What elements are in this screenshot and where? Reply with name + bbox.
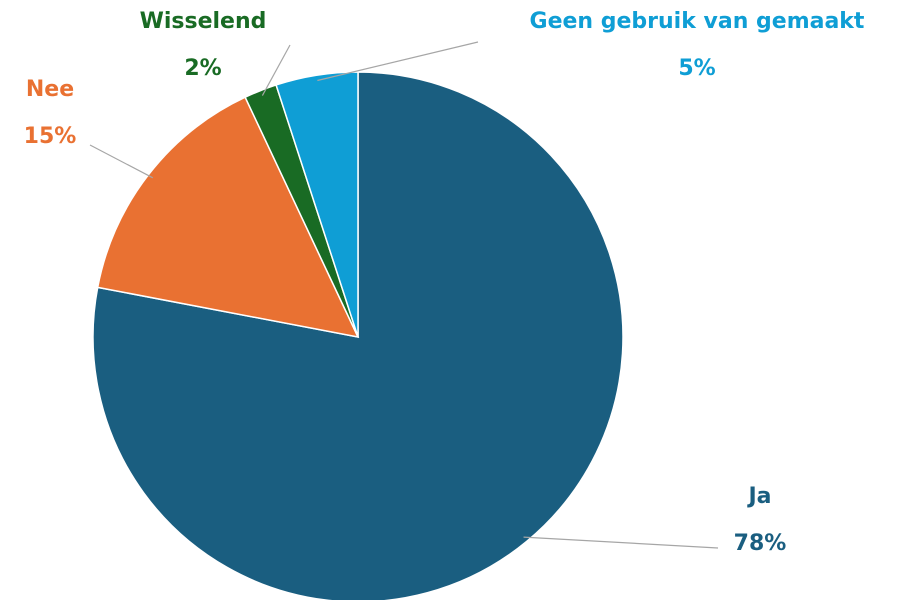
slice-label: Wisselend xyxy=(140,9,267,34)
leader-line xyxy=(261,44,291,96)
slice-value: 2% xyxy=(184,56,221,81)
slice-value: 15% xyxy=(24,124,77,149)
slice-value: 5% xyxy=(678,56,715,81)
slice-label: Ja xyxy=(746,484,771,509)
pie-slice xyxy=(96,96,360,339)
leader-line xyxy=(523,536,719,549)
pie-slice xyxy=(275,71,359,338)
slice-label: Geen gebruik van gemaakt xyxy=(530,9,865,34)
slice-label: Nee xyxy=(26,77,74,102)
slice-value: 78% xyxy=(734,531,787,556)
leader-line xyxy=(89,144,154,179)
leader-line xyxy=(317,41,479,82)
